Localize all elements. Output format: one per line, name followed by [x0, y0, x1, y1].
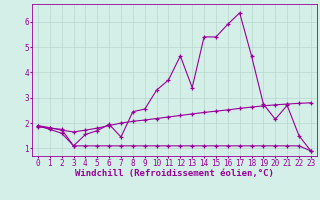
- X-axis label: Windchill (Refroidissement éolien,°C): Windchill (Refroidissement éolien,°C): [75, 169, 274, 178]
